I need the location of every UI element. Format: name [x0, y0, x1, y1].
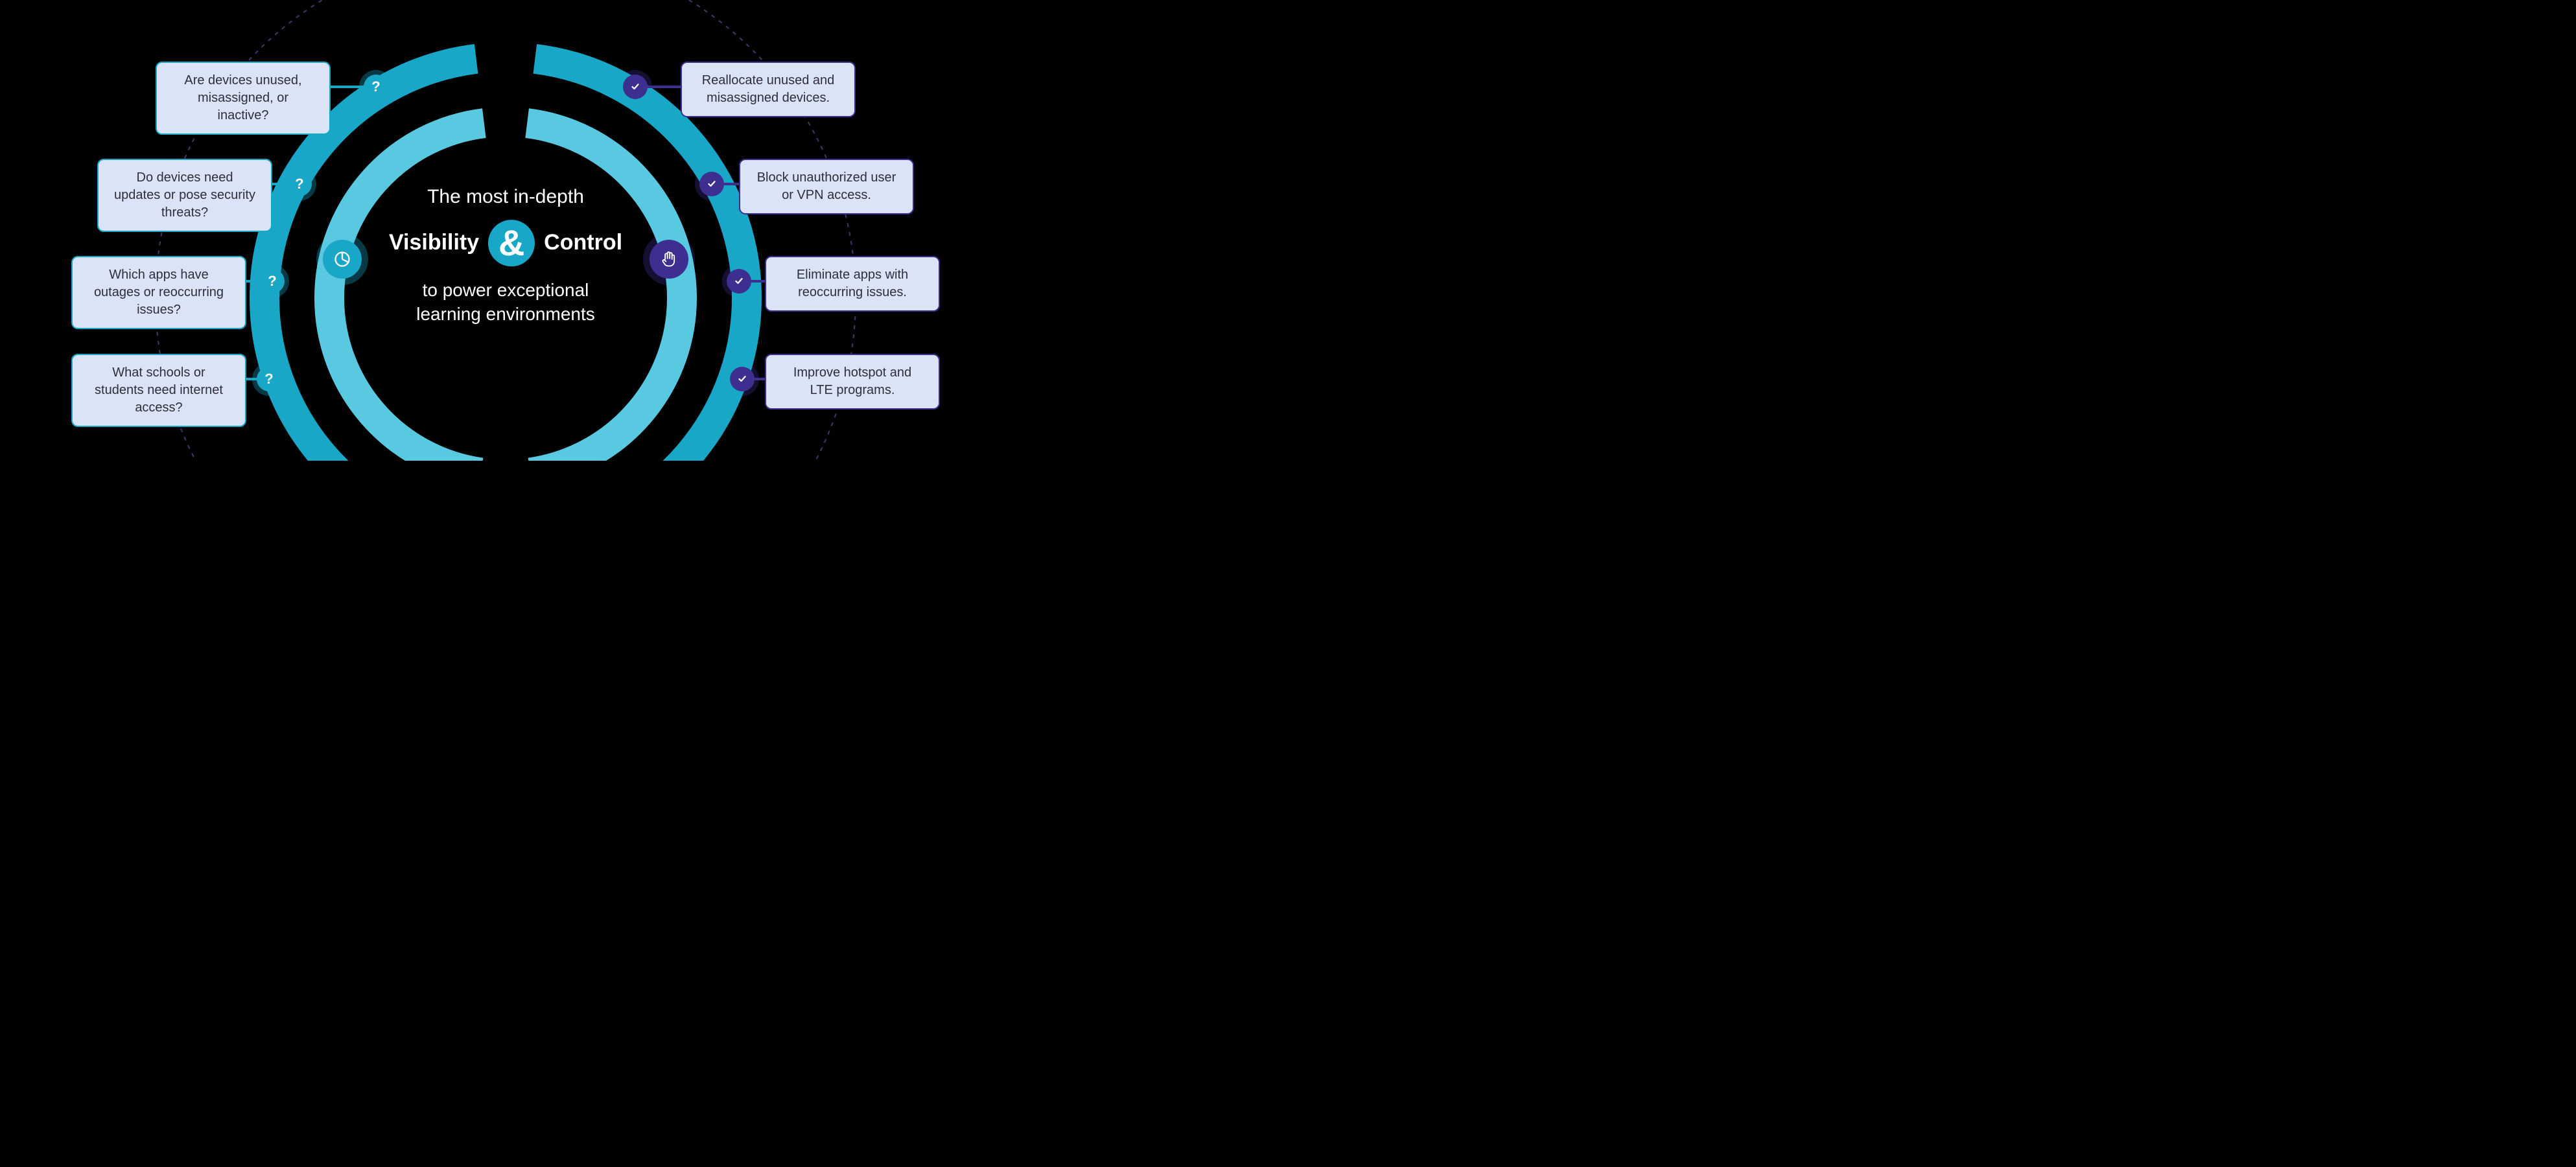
answer-text-3: Eliminate apps with reoccurring issues. — [797, 268, 908, 299]
check-badge — [727, 269, 751, 294]
answer-box-3: Eliminate apps with reoccurring issues. — [765, 256, 940, 312]
question-box-4: What schools or students need internet a… — [71, 354, 246, 427]
question-text-3: Which apps have outages or reoccurring i… — [94, 268, 224, 317]
answer-box-2: Block unauthorized user or VPN access. — [739, 159, 914, 214]
connector-stub — [643, 86, 681, 88]
question-mark-icon: ? — [264, 371, 273, 387]
control-disc — [650, 240, 688, 279]
check-badge — [730, 367, 755, 391]
center-control: Control — [544, 230, 622, 255]
hand-icon — [660, 250, 678, 268]
question-text-1: Are devices unused, misassigned, or inac… — [184, 73, 301, 122]
check-icon — [706, 178, 718, 190]
question-mark-badge: ? — [257, 367, 281, 391]
answer-box-1: Reallocate unused and misassigned device… — [681, 62, 856, 117]
question-mark-badge: ? — [260, 269, 285, 294]
question-text-4: What schools or students need internet a… — [95, 365, 223, 415]
center-visibility: Visibility — [389, 230, 479, 255]
infographic-stage: The most in-depth Visibility & Control t… — [0, 0, 1011, 461]
question-box-3: Which apps have outages or reoccurring i… — [71, 256, 246, 329]
connector-stub — [331, 86, 368, 88]
center-row: Visibility & Control — [350, 220, 661, 266]
question-text-2: Do devices need updates or pose security… — [114, 170, 255, 220]
question-box-1: Are devices unused, misassigned, or inac… — [156, 62, 331, 135]
question-mark-icon: ? — [371, 78, 380, 95]
check-icon — [629, 81, 641, 93]
center-line3: to power exceptional learning environmen… — [350, 278, 661, 327]
center-line3a: to power exceptional — [423, 280, 589, 300]
center-line3b: learning environments — [416, 305, 595, 325]
question-box-2: Do devices need updates or pose security… — [97, 159, 272, 232]
question-mark-icon: ? — [268, 273, 276, 290]
check-icon — [736, 373, 748, 385]
center-line1: The most in-depth — [350, 186, 661, 208]
check-badge — [699, 172, 724, 196]
pie-chart-icon — [333, 250, 351, 268]
answer-box-4: Improve hotspot and LTE programs. — [765, 354, 940, 410]
question-mark-icon: ? — [295, 176, 303, 192]
check-icon — [733, 275, 745, 287]
question-mark-badge: ? — [364, 75, 388, 99]
center-text-block: The most in-depth Visibility & Control t… — [350, 186, 661, 327]
answer-text-4: Improve hotspot and LTE programs. — [793, 365, 911, 397]
check-badge — [623, 75, 648, 99]
answer-text-1: Reallocate unused and misassigned device… — [702, 73, 835, 105]
visibility-disc — [323, 240, 362, 279]
question-mark-badge: ? — [287, 172, 312, 196]
answer-text-2: Block unauthorized user or VPN access. — [757, 170, 896, 202]
ampersand-badge: & — [488, 220, 535, 266]
